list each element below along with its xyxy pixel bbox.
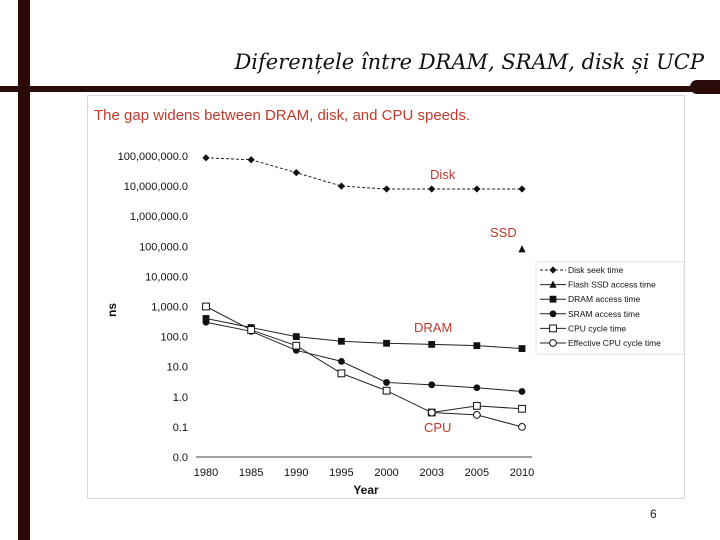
legend-item: CPU cycle time bbox=[540, 323, 626, 333]
data-point bbox=[472, 401, 481, 410]
x-tick-label: 2005 bbox=[465, 467, 489, 479]
data-point bbox=[202, 318, 210, 326]
series-sram-access-time bbox=[202, 318, 526, 395]
legend-item: SRAM access time bbox=[540, 309, 640, 319]
x-tick-label: 2003 bbox=[419, 467, 443, 479]
data-point bbox=[338, 337, 345, 345]
annotation-disk: Disk bbox=[430, 167, 456, 182]
data-point bbox=[202, 154, 210, 162]
data-point bbox=[383, 339, 390, 347]
title-underline-cap bbox=[690, 80, 720, 94]
y-tick-label: 100,000.0 bbox=[139, 241, 188, 253]
chart-legend: Disk seek time Flash SSD access time DRAM … bbox=[535, 261, 684, 355]
page-number: 6 bbox=[650, 507, 657, 521]
data-point bbox=[292, 169, 300, 177]
data-point bbox=[202, 315, 210, 322]
data-point bbox=[427, 408, 436, 417]
y-tick-label: 1.0 bbox=[173, 392, 188, 404]
y-tick-label: 100.0 bbox=[160, 332, 188, 344]
title-underline bbox=[0, 86, 720, 92]
legend-marker bbox=[549, 339, 557, 347]
legend-marker bbox=[549, 310, 557, 318]
legend-label: Flash SSD access time bbox=[568, 280, 656, 290]
data-point bbox=[428, 185, 436, 193]
legend-label: Effective CPU cycle time bbox=[568, 338, 661, 348]
series-disk-seek-time bbox=[202, 154, 526, 193]
series-layer bbox=[202, 154, 526, 431]
data-point bbox=[518, 404, 526, 413]
series-effective-cpu-cycle-time bbox=[427, 408, 526, 431]
annotation-cpu: CPU bbox=[424, 420, 451, 435]
data-point bbox=[337, 182, 346, 190]
y-axis-label: ns bbox=[105, 303, 119, 317]
annotation-ssd: SSD bbox=[490, 225, 517, 240]
data-point bbox=[472, 411, 481, 419]
data-point bbox=[473, 342, 481, 350]
series-line bbox=[205, 306, 523, 414]
slide-left-accent-bar bbox=[18, 0, 30, 540]
data-point bbox=[382, 386, 391, 395]
data-point bbox=[473, 185, 481, 193]
data-point bbox=[518, 388, 526, 395]
y-tick-label: 1,000.0 bbox=[151, 302, 188, 314]
x-tick-label: 1995 bbox=[329, 467, 353, 479]
series-line bbox=[205, 157, 522, 190]
legend-label: Disk seek time bbox=[568, 265, 624, 275]
data-point bbox=[247, 326, 256, 334]
x-tick-label: 1990 bbox=[284, 467, 308, 479]
data-point bbox=[518, 423, 526, 431]
chart-title: The gap widens between DRAM, disk, and C… bbox=[94, 107, 470, 124]
legend-item: DRAM access time bbox=[540, 294, 641, 304]
slide-title: Diferențele între DRAM, SRAM, disk și UC… bbox=[234, 50, 704, 74]
legend-marker bbox=[549, 280, 557, 288]
legend-label: DRAM access time bbox=[568, 294, 641, 304]
x-tick-label: 2010 bbox=[510, 467, 534, 479]
legend-item: Effective CPU cycle time bbox=[540, 338, 661, 348]
data-point bbox=[382, 185, 391, 193]
data-point bbox=[428, 381, 436, 389]
x-tick-labels: 1980 1985 1990 1995 2000 2003 2005 2010 bbox=[194, 467, 534, 479]
y-tick-label: 100,000,000.0 bbox=[118, 151, 188, 163]
y-tick-labels: 100,000,000.0 10,000,000.0 1,000,000.0 100,… bbox=[118, 151, 188, 464]
data-point bbox=[518, 185, 526, 193]
y-tick-label: 10,000.0 bbox=[145, 271, 188, 283]
y-tick-label: 10,000,000.0 bbox=[124, 181, 188, 193]
annotations-layer: Disk SSD DRAM CPU bbox=[414, 167, 517, 435]
series-cpu-cycle-time bbox=[202, 302, 526, 417]
annotation-dram: DRAM bbox=[414, 320, 452, 335]
y-tick-label: 0.1 bbox=[173, 422, 188, 434]
data-point bbox=[292, 341, 301, 350]
data-point bbox=[518, 245, 526, 253]
legend-label: CPU cycle time bbox=[568, 323, 626, 333]
x-tick-label: 1985 bbox=[239, 467, 263, 479]
legend-box bbox=[535, 261, 684, 355]
series-line bbox=[205, 321, 523, 392]
line-chart: The gap widens between DRAM, disk, and C… bbox=[94, 107, 684, 497]
legend-item: Disk seek time bbox=[540, 265, 624, 275]
data-point bbox=[518, 345, 526, 352]
data-point bbox=[338, 357, 345, 365]
legend-item: Flash SSD access time bbox=[540, 280, 656, 290]
y-tick-label: 1,000,000.0 bbox=[130, 211, 188, 223]
legend-marker bbox=[549, 295, 557, 303]
data-point bbox=[428, 341, 436, 348]
series-line bbox=[205, 317, 523, 350]
data-point bbox=[337, 369, 346, 378]
legend-label: SRAM access time bbox=[568, 309, 640, 319]
x-tick-label: 2000 bbox=[374, 467, 398, 479]
y-tick-label: 0.0 bbox=[173, 452, 188, 464]
data-point bbox=[383, 379, 390, 386]
legend-marker bbox=[549, 266, 557, 274]
x-tick-label: 1980 bbox=[194, 467, 218, 479]
data-point bbox=[202, 302, 210, 311]
series-flash-ssd-access-time bbox=[518, 245, 526, 253]
data-point bbox=[473, 384, 481, 392]
legend-marker bbox=[549, 324, 557, 333]
x-axis-label: Year bbox=[353, 483, 379, 497]
y-tick-label: 10.0 bbox=[167, 362, 188, 374]
chart-frame: The gap widens between DRAM, disk, and C… bbox=[88, 96, 684, 498]
data-point bbox=[292, 333, 300, 340]
data-point bbox=[247, 156, 255, 164]
